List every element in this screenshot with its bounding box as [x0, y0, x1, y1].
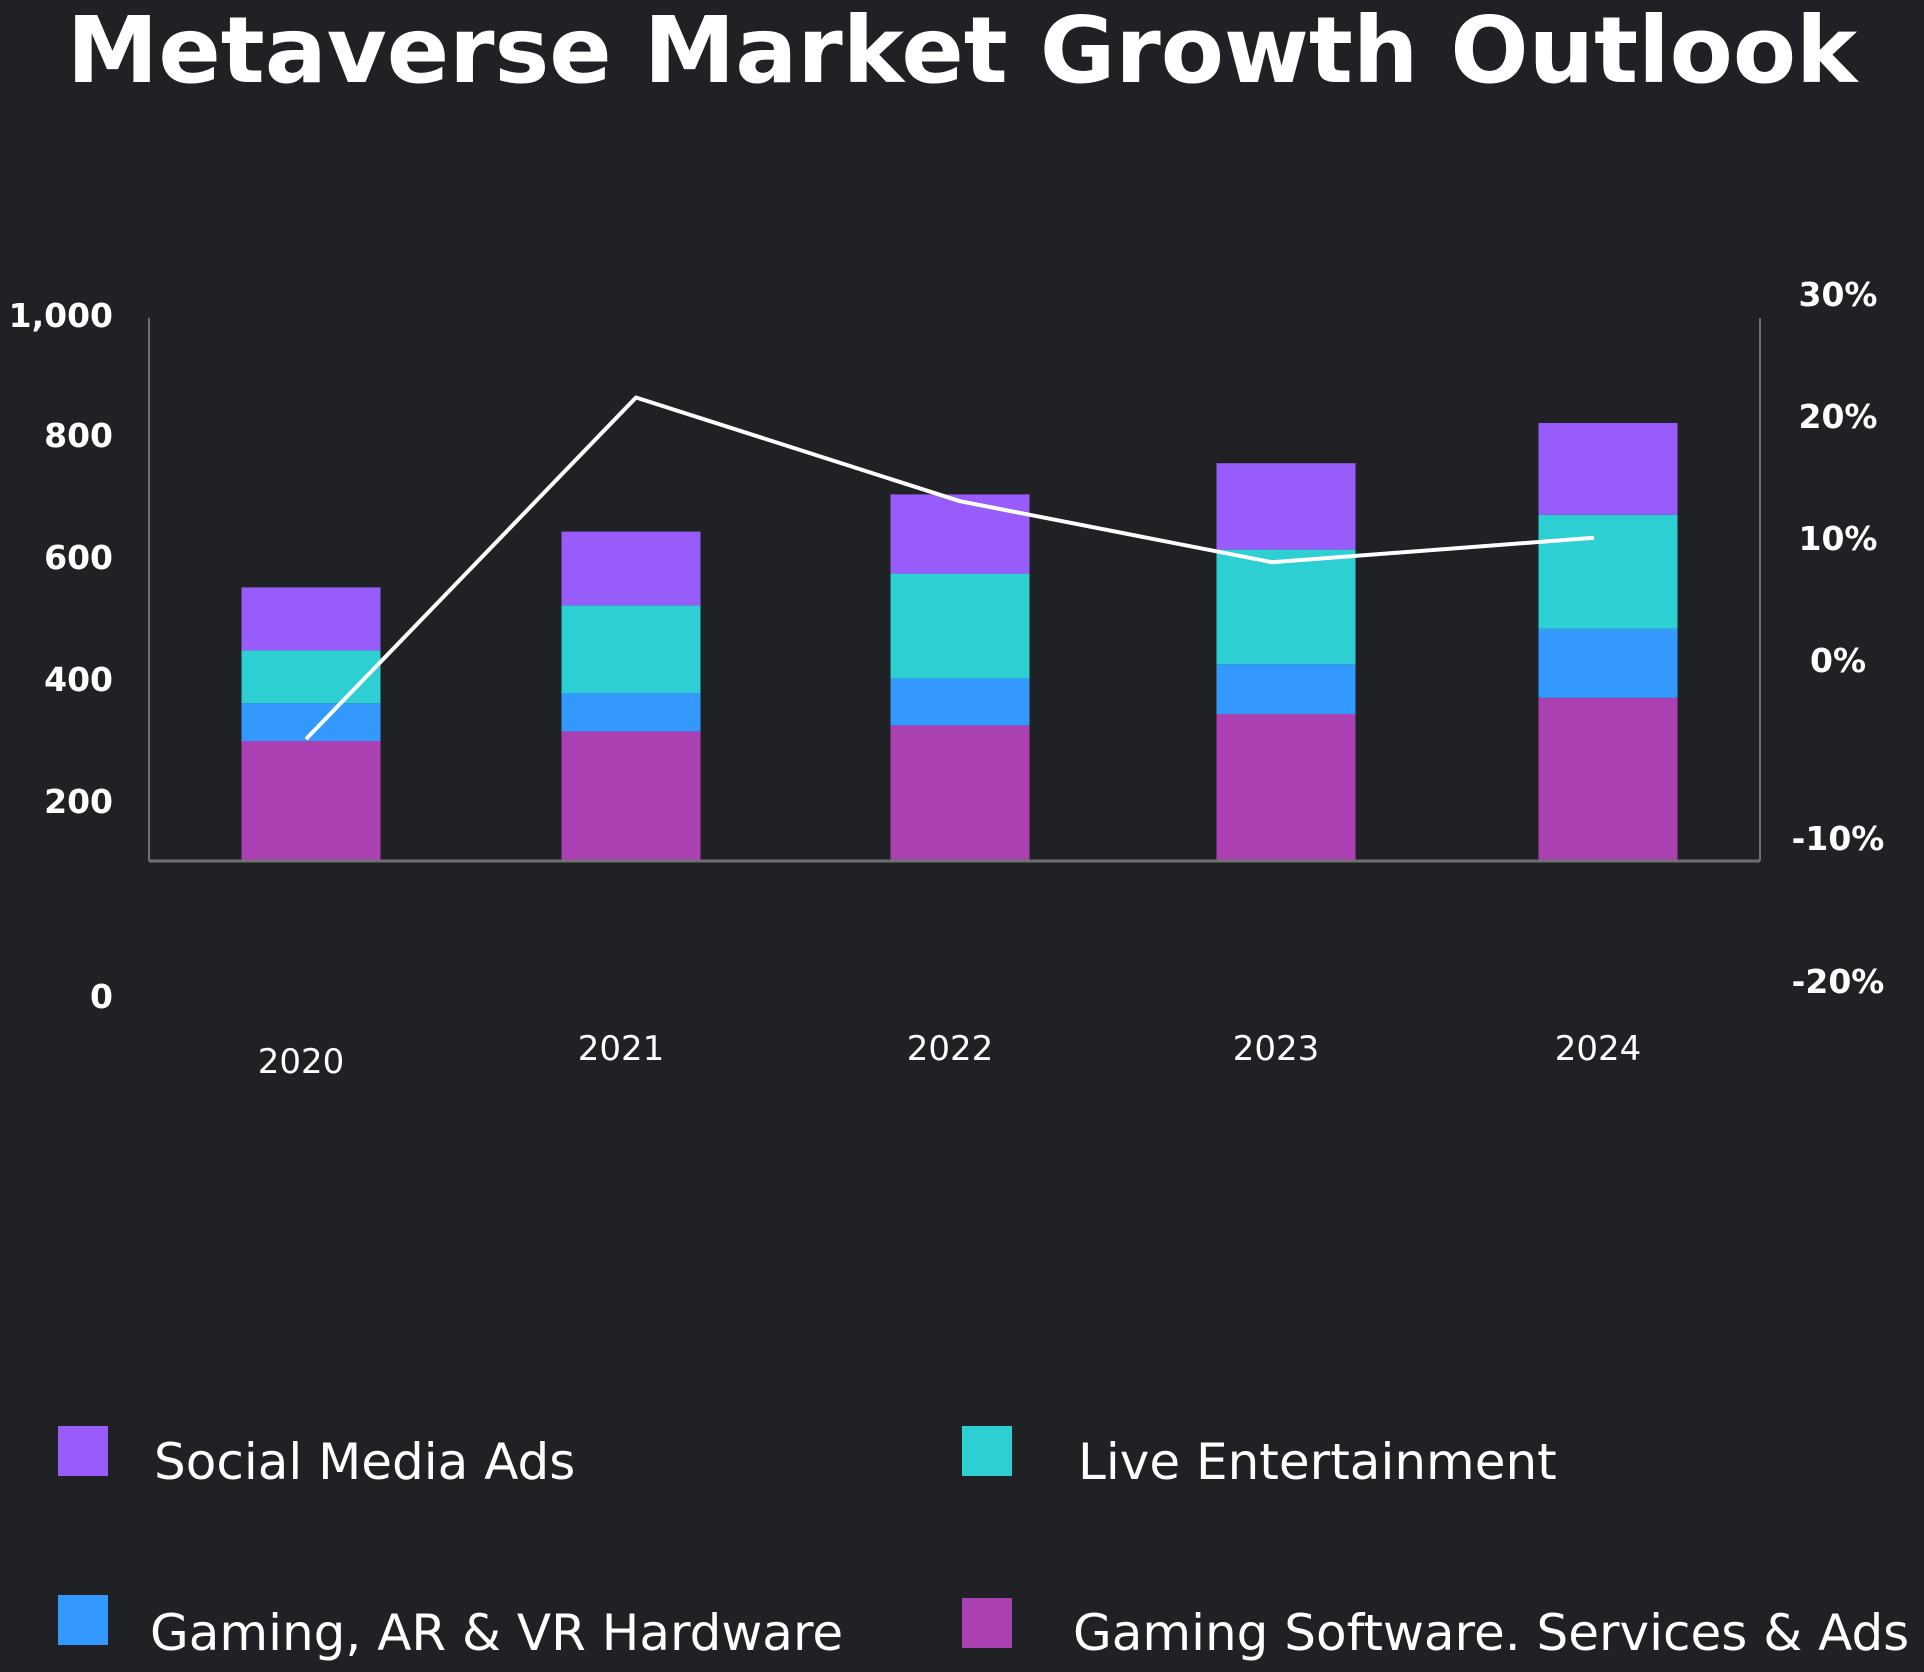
legend-label: Gaming Software. Services & Ads	[1073, 1604, 1909, 1662]
bar-segment	[890, 678, 1030, 726]
bar-segment	[1538, 514, 1678, 629]
bar-segment	[1538, 628, 1678, 698]
x-axis-tick: 2024	[1555, 1029, 1642, 1069]
right-axis-tick: -10%	[1792, 819, 1885, 858]
bar-segment	[241, 650, 381, 704]
bar-segment	[1216, 549, 1356, 665]
legend-swatch	[58, 1426, 108, 1476]
x-axis-tick: 2023	[1233, 1029, 1320, 1069]
bar-segment	[890, 725, 1030, 861]
bar-segment	[1538, 423, 1678, 515]
right-axis-tick: 20%	[1799, 397, 1878, 436]
right-axis-tick: 10%	[1799, 519, 1878, 558]
bar-segment	[1216, 714, 1356, 861]
left-axis-tick: 0	[90, 977, 113, 1016]
bar-segment	[241, 741, 381, 861]
x-axis-tick: 2022	[907, 1029, 994, 1069]
legend-label: Social Media Ads	[154, 1433, 575, 1491]
legend-swatch	[962, 1598, 1012, 1648]
left-axis-tick: 1,000	[9, 296, 113, 335]
chart-title: Metaverse Market Growth Outlook	[67, 0, 1859, 104]
left-axis-tick: 800	[44, 416, 113, 455]
bar-segment	[561, 731, 701, 861]
legend-label: Gaming, AR & VR Hardware	[150, 1604, 843, 1662]
legend-swatch	[58, 1595, 108, 1645]
bar-segment	[241, 587, 381, 651]
legend-swatch	[962, 1426, 1012, 1476]
bar-segment	[890, 573, 1030, 679]
left-axis-tick: 200	[44, 782, 113, 821]
bar-segment	[561, 693, 701, 732]
legend-label: Live Entertainment	[1078, 1433, 1557, 1491]
growth-line	[304, 395, 1595, 741]
right-axis-tick: 30%	[1799, 275, 1878, 314]
bar-segment	[1216, 463, 1356, 550]
bar-segment	[1216, 664, 1356, 714]
x-axis-tick: 2020	[258, 1042, 345, 1082]
right-axis-tick: 0%	[1810, 641, 1866, 680]
left-axis-tick: 400	[44, 660, 113, 699]
bar-segment	[561, 605, 701, 693]
right-axis-tick: -20%	[1792, 962, 1885, 1001]
x-axis-tick: 2021	[578, 1029, 665, 1069]
left-axis-tick: 600	[44, 538, 113, 577]
bar-segment	[1538, 697, 1678, 861]
bar-segment	[890, 494, 1030, 574]
bar-segment	[561, 531, 701, 606]
